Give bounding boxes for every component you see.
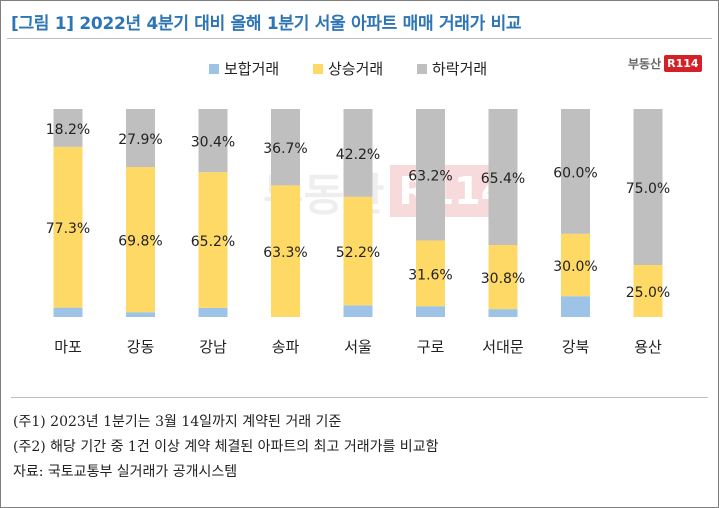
stacked-bar-chart: 보합거래 상승거래 하락거래 77.3% 18.2% 마포 69.8% 27.9% 강동 65.2… — [46, 60, 670, 356]
source-logo: 부동산 R114 — [628, 55, 702, 72]
legend-swatch-2 — [417, 64, 427, 74]
bar-2-1 — [126, 109, 155, 168]
bar-2-6 — [488, 109, 518, 246]
data-label-1-5: 31.6% — [408, 267, 452, 283]
bar-2-7 — [561, 109, 590, 234]
bar-1-7 — [561, 233, 590, 297]
legend-label-1: 상승거래 — [328, 60, 383, 78]
bar-0-0 — [53, 307, 83, 317]
footnotes: (주1) 2023년 1분기는 3월 14일까지 계약된 거래 기준 (주2) … — [11, 397, 708, 485]
legend-label-2: 하락거래 — [432, 60, 487, 78]
footnote-1: (주1) 2023년 1분기는 3월 14일까지 계약된 거래 기준 — [13, 414, 342, 430]
footnote-2: (주2) 해당 기간 중 1건 이상 계약 체결된 아파트의 최고 거래가를 비… — [13, 439, 439, 455]
bar-1-4 — [343, 196, 373, 306]
bar-1-3 — [271, 185, 300, 317]
bar-0-1 — [126, 312, 155, 317]
bar-1-8 — [633, 265, 663, 317]
data-label-1-0: 77.3% — [46, 221, 90, 237]
data-label-2-2: 30.4% — [191, 135, 235, 151]
category-label-1: 강동 — [127, 338, 155, 356]
category-label-4: 서울 — [344, 338, 372, 356]
bar-1-5 — [416, 240, 445, 307]
legend-swatch-0 — [209, 64, 219, 74]
bar-1-6 — [488, 245, 518, 310]
legend-label-0: 보합거래 — [224, 60, 279, 78]
logo-badge: R114 — [664, 55, 702, 72]
data-label-1-4: 52.2% — [336, 245, 380, 261]
data-label-2-8: 75.0% — [626, 181, 670, 197]
bar-0-6 — [488, 309, 518, 317]
bar-2-4 — [343, 109, 373, 197]
data-label-2-5: 63.2% — [408, 169, 452, 185]
data-label-1-2: 65.2% — [191, 234, 235, 250]
category-label-3: 송파 — [272, 338, 300, 356]
bar-2-5 — [416, 109, 445, 241]
bar-0-5 — [416, 306, 445, 317]
bar-1-0 — [53, 146, 83, 308]
figure-title: [그림 1] 2022년 4분기 대비 올해 1분기 서울 아파트 매매 거래가… — [11, 14, 522, 34]
data-label-2-7: 60.0% — [553, 165, 597, 181]
data-label-1-3: 63.3% — [263, 245, 307, 261]
category-label-7: 강북 — [562, 338, 590, 356]
bar-2-8 — [633, 109, 663, 265]
data-label-2-0: 18.2% — [46, 122, 90, 138]
bar-1-1 — [126, 167, 155, 313]
source-note: 자료: 국토교통부 실거래가 공개시스템 — [13, 464, 238, 480]
legend-swatch-1 — [313, 64, 323, 74]
data-label-1-1: 69.8% — [118, 234, 162, 250]
data-label-2-4: 42.2% — [336, 147, 380, 163]
data-label-2-3: 36.7% — [263, 141, 307, 157]
data-label-1-6: 30.8% — [481, 271, 525, 287]
bar-0-4 — [343, 305, 373, 317]
title-divider — [7, 38, 712, 39]
bar-0-7 — [561, 296, 590, 317]
data-label-2-1: 27.9% — [118, 132, 162, 148]
data-label-2-6: 65.4% — [481, 171, 525, 187]
category-label-8: 용산 — [634, 338, 662, 356]
bar-2-2 — [198, 109, 228, 173]
category-label-6: 서대문 — [482, 338, 524, 356]
bar-2-0 — [53, 109, 83, 147]
data-label-1-8: 25.0% — [626, 285, 670, 301]
bar-0-2 — [198, 307, 228, 317]
logo-text: 부동산 — [628, 57, 662, 71]
bar-2-3 — [271, 109, 300, 186]
data-label-1-7: 30.0% — [553, 259, 597, 275]
bar-1-2 — [198, 172, 228, 308]
category-label-0: 마포 — [54, 338, 82, 356]
category-label-5: 구로 — [417, 338, 445, 356]
category-label-2: 강남 — [199, 338, 227, 356]
